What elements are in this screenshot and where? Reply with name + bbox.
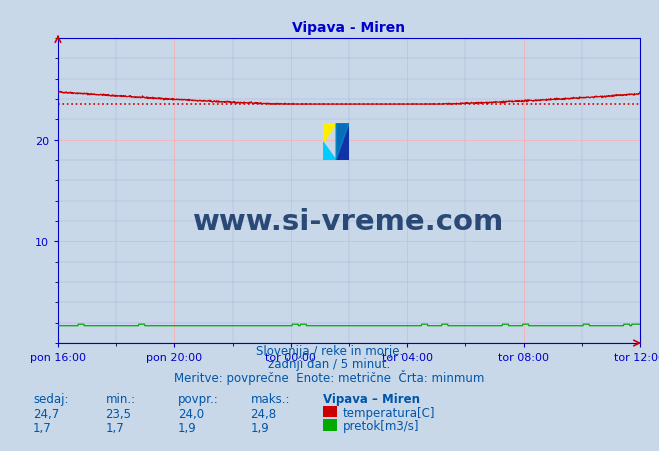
Text: zadnji dan / 5 minut.: zadnji dan / 5 minut. xyxy=(268,358,391,371)
Text: 24,8: 24,8 xyxy=(250,407,277,420)
Text: maks.:: maks.: xyxy=(250,392,290,405)
Polygon shape xyxy=(323,124,336,143)
Text: Slovenija / reke in morje.: Slovenija / reke in morje. xyxy=(256,344,403,357)
Polygon shape xyxy=(323,143,336,161)
Polygon shape xyxy=(336,124,349,161)
Polygon shape xyxy=(336,124,349,161)
Text: www.si-vreme.com: www.si-vreme.com xyxy=(193,207,505,235)
Text: min.:: min.: xyxy=(105,392,136,405)
Text: povpr.:: povpr.: xyxy=(178,392,219,405)
Text: 23,5: 23,5 xyxy=(105,407,131,420)
Text: sedaj:: sedaj: xyxy=(33,392,69,405)
Text: 24,7: 24,7 xyxy=(33,407,59,420)
Text: 1,7: 1,7 xyxy=(105,421,124,434)
Text: Meritve: povprečne  Enote: metrične  Črta: minmum: Meritve: povprečne Enote: metrične Črta:… xyxy=(175,369,484,384)
Text: pretok[m3/s]: pretok[m3/s] xyxy=(343,419,419,433)
Text: temperatura[C]: temperatura[C] xyxy=(343,406,435,419)
Text: 1,7: 1,7 xyxy=(33,421,51,434)
Text: 1,9: 1,9 xyxy=(250,421,269,434)
Text: Vipava – Miren: Vipava – Miren xyxy=(323,392,420,405)
Text: 1,9: 1,9 xyxy=(178,421,196,434)
Text: 24,0: 24,0 xyxy=(178,407,204,420)
Title: Vipava - Miren: Vipava - Miren xyxy=(293,21,405,35)
